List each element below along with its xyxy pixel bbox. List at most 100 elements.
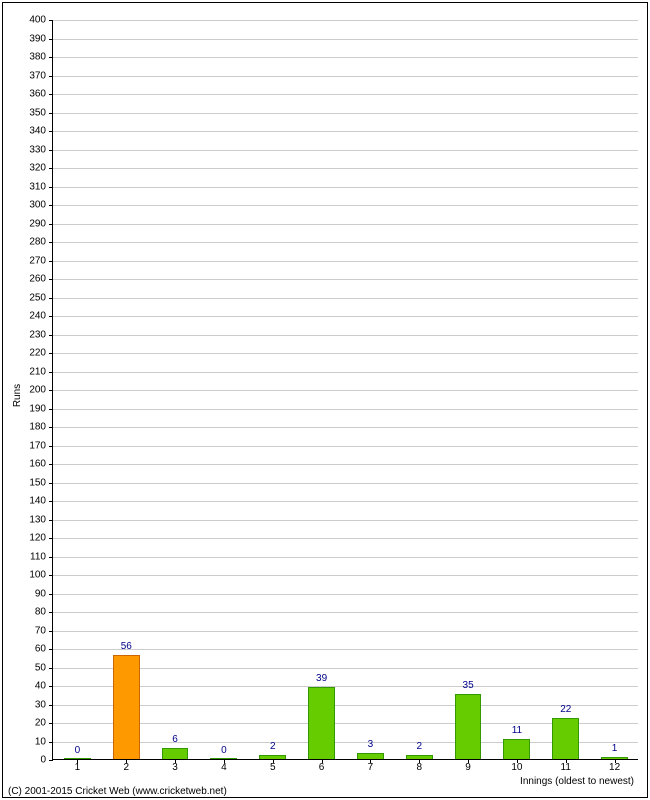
y-tick-label: 270	[16, 255, 46, 266]
y-tick-mark	[49, 483, 53, 484]
gridline	[53, 39, 638, 40]
gridline	[53, 113, 638, 114]
y-tick-mark	[49, 113, 53, 114]
y-tick-label: 370	[16, 70, 46, 81]
x-tick-label: 11	[556, 762, 576, 773]
gridline	[53, 631, 638, 632]
y-tick-label: 350	[16, 107, 46, 118]
y-tick-mark	[49, 649, 53, 650]
gridline	[53, 520, 638, 521]
y-tick-mark	[49, 668, 53, 669]
gridline	[53, 557, 638, 558]
gridline	[53, 464, 638, 465]
bar	[308, 687, 335, 759]
y-tick-mark	[49, 316, 53, 317]
bar-value-label: 0	[221, 745, 227, 756]
y-tick-mark	[49, 594, 53, 595]
gridline	[53, 594, 638, 595]
y-tick-mark	[49, 575, 53, 576]
y-tick-mark	[49, 298, 53, 299]
y-tick-label: 70	[16, 625, 46, 636]
y-tick-label: 220	[16, 348, 46, 359]
y-tick-mark	[49, 205, 53, 206]
y-tick-label: 150	[16, 477, 46, 488]
x-tick-label: 7	[360, 762, 380, 773]
gridline	[53, 742, 638, 743]
y-tick-mark	[49, 464, 53, 465]
y-tick-label: 310	[16, 181, 46, 192]
y-tick-mark	[49, 427, 53, 428]
copyright-text: (C) 2001-2015 Cricket Web (www.cricketwe…	[8, 786, 227, 797]
gridline	[53, 705, 638, 706]
y-tick-mark	[49, 612, 53, 613]
y-tick-label: 180	[16, 422, 46, 433]
gridline	[53, 483, 638, 484]
bar	[210, 758, 237, 759]
x-tick-label: 4	[214, 762, 234, 773]
gridline	[53, 409, 638, 410]
bar-value-label: 2	[270, 741, 276, 752]
x-tick-label: 5	[263, 762, 283, 773]
y-tick-label: 260	[16, 274, 46, 285]
y-tick-mark	[49, 131, 53, 132]
gridline	[53, 131, 638, 132]
y-tick-label: 60	[16, 644, 46, 655]
gridline	[53, 279, 638, 280]
y-tick-label: 20	[16, 718, 46, 729]
y-tick-label: 330	[16, 144, 46, 155]
gridline	[53, 501, 638, 502]
gridline	[53, 187, 638, 188]
y-tick-mark	[49, 760, 53, 761]
gridline	[53, 150, 638, 151]
y-tick-label: 380	[16, 52, 46, 63]
gridline	[53, 94, 638, 95]
y-tick-label: 230	[16, 329, 46, 340]
y-tick-label: 320	[16, 163, 46, 174]
y-tick-mark	[49, 538, 53, 539]
y-tick-mark	[49, 150, 53, 151]
gridline	[53, 335, 638, 336]
y-tick-label: 120	[16, 533, 46, 544]
y-tick-label: 80	[16, 607, 46, 618]
y-tick-label: 50	[16, 662, 46, 673]
bar	[552, 718, 579, 759]
y-tick-mark	[49, 187, 53, 188]
y-tick-label: 0	[16, 755, 46, 766]
gridline	[53, 390, 638, 391]
bar	[503, 739, 530, 759]
y-tick-label: 200	[16, 385, 46, 396]
gridline	[53, 612, 638, 613]
gridline	[53, 649, 638, 650]
y-tick-mark	[49, 20, 53, 21]
gridline	[53, 316, 638, 317]
bar	[162, 748, 189, 759]
bar-value-label: 6	[172, 734, 178, 745]
gridline	[53, 57, 638, 58]
bar-value-label: 22	[560, 704, 571, 715]
plot-area: 10256364052639738293510111122121	[52, 20, 638, 760]
gridline	[53, 353, 638, 354]
y-tick-mark	[49, 279, 53, 280]
bar-value-label: 2	[416, 741, 422, 752]
y-tick-mark	[49, 261, 53, 262]
bar	[357, 753, 384, 759]
y-tick-mark	[49, 686, 53, 687]
x-tick-label: 2	[116, 762, 136, 773]
x-tick-label: 9	[458, 762, 478, 773]
y-tick-mark	[49, 501, 53, 502]
y-tick-label: 130	[16, 514, 46, 525]
y-tick-label: 240	[16, 311, 46, 322]
y-tick-label: 280	[16, 237, 46, 248]
y-tick-label: 140	[16, 496, 46, 507]
gridline	[53, 723, 638, 724]
gridline	[53, 242, 638, 243]
bar	[601, 757, 628, 759]
y-tick-mark	[49, 520, 53, 521]
y-tick-label: 360	[16, 89, 46, 100]
y-tick-mark	[49, 335, 53, 336]
x-tick-label: 10	[507, 762, 527, 773]
gridline	[53, 20, 638, 21]
y-tick-mark	[49, 723, 53, 724]
y-tick-label: 190	[16, 403, 46, 414]
y-tick-label: 10	[16, 736, 46, 747]
